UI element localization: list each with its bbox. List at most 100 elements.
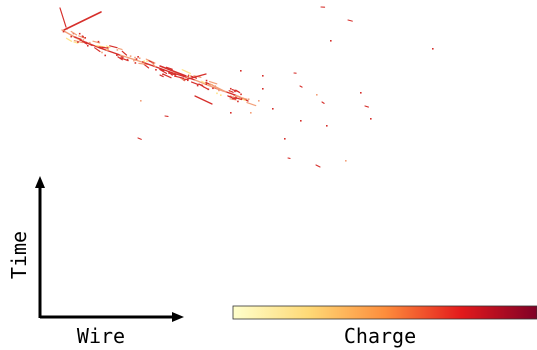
track-hit xyxy=(232,97,234,100)
track-hit xyxy=(106,48,108,51)
time-axis-label: Time xyxy=(7,231,31,279)
track-segment xyxy=(208,80,218,85)
track-hit xyxy=(135,58,138,60)
track-hit xyxy=(321,101,325,104)
track-segment xyxy=(109,45,118,49)
track-segment xyxy=(159,65,187,77)
track-hit xyxy=(126,58,129,61)
track-hit xyxy=(186,79,189,82)
track-segment xyxy=(214,86,223,92)
track-segment xyxy=(165,66,173,70)
track-hit xyxy=(229,87,232,90)
track-hit xyxy=(78,32,81,35)
colorbar: Charge xyxy=(232,305,537,348)
track-hit xyxy=(101,51,103,54)
track-hit xyxy=(66,27,68,30)
track-hit xyxy=(184,78,186,80)
track-branch xyxy=(59,7,67,28)
track-segment xyxy=(92,40,101,44)
track-branch xyxy=(63,11,102,31)
track-hit xyxy=(240,93,242,96)
track-segment xyxy=(121,50,128,56)
track-hit xyxy=(230,112,232,114)
track-hit xyxy=(247,98,250,101)
track-segment xyxy=(194,95,213,105)
track-segment xyxy=(98,46,109,49)
track-hit xyxy=(300,120,302,122)
track-hit xyxy=(121,57,123,59)
track-hit xyxy=(104,54,107,57)
colorbar-label: Charge xyxy=(344,324,416,348)
track-hit xyxy=(74,36,77,39)
axes-indicator: Time Wire xyxy=(7,176,184,348)
track-hit xyxy=(82,39,85,41)
track-hit xyxy=(70,35,73,38)
track-segment xyxy=(117,47,123,51)
track-hit xyxy=(262,75,264,77)
track-segment xyxy=(143,63,150,69)
track-segment xyxy=(119,54,146,64)
track-hit xyxy=(97,40,100,43)
track-segment xyxy=(174,75,184,79)
time-axis-arrowhead xyxy=(35,176,45,188)
wire-axis-arrowhead xyxy=(172,312,184,322)
track-segment xyxy=(162,73,172,79)
track-hit xyxy=(134,62,137,64)
track-hit xyxy=(232,96,234,98)
track-hit xyxy=(86,44,89,47)
track-hit xyxy=(88,41,91,44)
track-segment xyxy=(190,81,199,86)
track-hit xyxy=(284,138,286,140)
track-segment xyxy=(235,94,245,99)
track-hit xyxy=(237,100,239,103)
track-segment xyxy=(197,83,204,86)
track-hit xyxy=(315,164,321,168)
track-segment xyxy=(235,97,243,101)
track-segment xyxy=(235,89,241,94)
track-hit xyxy=(134,56,136,59)
track-hit xyxy=(205,83,208,85)
track-hit xyxy=(347,19,353,22)
track-hit xyxy=(77,41,79,43)
track-hit xyxy=(116,54,118,56)
track-hit xyxy=(360,92,362,94)
track-segment xyxy=(151,62,156,68)
track-hit xyxy=(196,84,199,87)
track-hit xyxy=(84,41,87,44)
track-hit xyxy=(229,91,231,93)
track-segment xyxy=(159,68,168,74)
track-hit xyxy=(240,70,242,72)
track-segment xyxy=(194,79,216,89)
track-hit xyxy=(137,56,139,58)
track-hit xyxy=(142,61,144,63)
track-segment xyxy=(181,69,191,74)
track-segment xyxy=(117,56,123,61)
track-hit xyxy=(240,97,243,100)
track-hit xyxy=(432,48,434,50)
track-hit xyxy=(220,94,222,96)
track-segment xyxy=(73,41,79,44)
track-hit xyxy=(116,49,119,51)
track-segment xyxy=(144,62,171,73)
track-hit xyxy=(262,88,264,90)
track-segment xyxy=(70,30,78,36)
track-segment xyxy=(148,60,155,64)
track-hit xyxy=(129,55,132,57)
track-hit xyxy=(155,68,157,71)
track-hit xyxy=(84,37,87,39)
track-segment xyxy=(82,41,88,45)
track-hits xyxy=(59,6,434,168)
track-hit xyxy=(174,75,176,77)
track-segment xyxy=(105,45,111,49)
track-hit xyxy=(272,108,274,110)
track-segment xyxy=(95,44,106,48)
track-segment xyxy=(138,62,149,66)
track-hit xyxy=(133,59,135,62)
track-segment xyxy=(246,101,257,107)
track-hit xyxy=(326,125,328,127)
track-segment xyxy=(99,47,121,56)
track-segment xyxy=(228,90,234,93)
track-hit xyxy=(234,90,236,93)
track-hit xyxy=(134,59,137,61)
